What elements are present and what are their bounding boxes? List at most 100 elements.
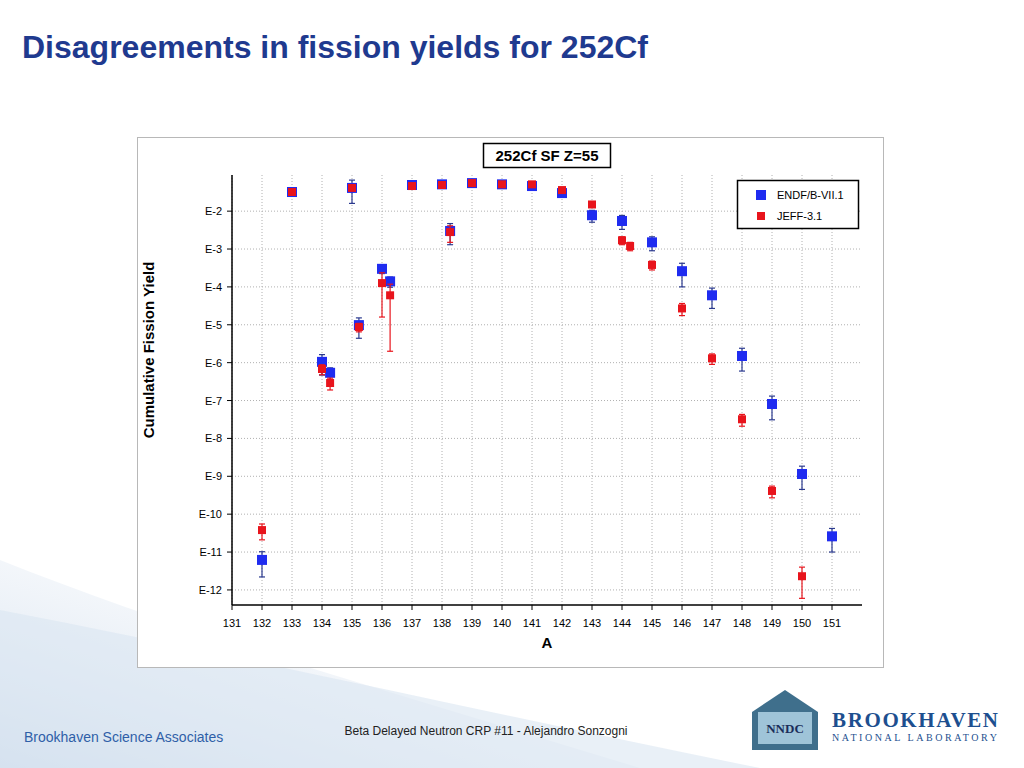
grid-line — [682, 175, 683, 605]
error-cap — [709, 287, 715, 288]
marker — [326, 379, 334, 387]
grid-line — [232, 286, 862, 287]
marker — [677, 266, 687, 276]
marker — [587, 210, 597, 220]
error-cap — [679, 315, 685, 316]
error-bar — [769, 486, 775, 498]
grid-line — [352, 175, 353, 605]
marker — [707, 290, 717, 300]
grid-line — [262, 175, 263, 605]
marker — [318, 365, 326, 373]
error-cap — [829, 551, 835, 552]
marker — [618, 236, 626, 244]
x-tick-label: 151 — [823, 617, 841, 629]
marker — [288, 188, 296, 196]
y-tick-label: E-5 — [205, 319, 222, 331]
grid-line — [742, 175, 743, 605]
marker — [258, 526, 266, 534]
marker — [648, 261, 656, 269]
x-tick-label: 141 — [523, 617, 541, 629]
error-cap — [649, 236, 655, 237]
background — [0, 0, 1024, 768]
error-cap — [739, 414, 745, 415]
x-tick-label: 148 — [733, 617, 751, 629]
error-cap — [447, 225, 453, 226]
y-tick-label: E-10 — [199, 508, 222, 520]
marker — [678, 304, 686, 312]
marker — [467, 178, 477, 188]
grid-line — [232, 249, 862, 250]
series — [257, 178, 837, 577]
error-cap — [649, 269, 655, 270]
error-bar — [387, 284, 393, 351]
marker — [468, 179, 476, 187]
error-cap — [739, 370, 745, 371]
error-cap — [447, 244, 453, 245]
marker — [377, 264, 387, 274]
y-tick-label: E-4 — [205, 281, 222, 293]
marker — [768, 487, 776, 495]
marker — [348, 184, 356, 192]
marker — [347, 183, 357, 193]
error-cap — [769, 486, 775, 487]
x-tick-label: 146 — [673, 617, 691, 629]
marker — [438, 181, 446, 189]
marker — [287, 187, 297, 197]
error-cap — [319, 374, 325, 375]
grid-line — [412, 175, 413, 605]
marker — [355, 323, 363, 331]
error-cap — [709, 364, 715, 365]
error-cap — [327, 389, 333, 390]
error-cap — [799, 489, 805, 490]
x-tick-label: 139 — [463, 617, 481, 629]
error-cap — [387, 284, 393, 285]
slide: Disagreements in fission yields for 252C… — [0, 0, 1024, 768]
marker — [558, 186, 566, 194]
marker — [437, 179, 447, 189]
marker — [325, 368, 335, 378]
grid-line — [382, 175, 383, 605]
error-bar — [627, 242, 633, 250]
error-cap — [679, 303, 685, 304]
error-bar — [259, 524, 265, 540]
x-tick-label: 145 — [643, 617, 661, 629]
grid-line — [232, 324, 862, 325]
x-tick-label: 132 — [253, 617, 271, 629]
grid-line — [292, 175, 293, 605]
error-cap — [739, 426, 745, 427]
marker — [617, 216, 627, 226]
error-cap — [379, 272, 385, 273]
error-cap — [259, 539, 265, 540]
error-cap — [739, 348, 745, 349]
error-cap — [356, 331, 362, 332]
error-cap — [649, 250, 655, 251]
error-bar — [709, 354, 715, 364]
y-tick-label: E-7 — [205, 395, 222, 407]
grid-line — [712, 175, 713, 605]
error-cap — [319, 374, 325, 375]
grid-line — [442, 175, 443, 605]
grid-line — [472, 175, 473, 605]
marker — [797, 469, 807, 479]
error-bar — [356, 323, 362, 332]
y-tick-label: E-11 — [200, 546, 222, 558]
x-tick-label: 150 — [793, 617, 811, 629]
x-tick-label: 142 — [553, 617, 571, 629]
y-tick-label: E-8 — [205, 432, 222, 444]
grid-line — [232, 175, 233, 605]
error-cap — [259, 576, 265, 577]
marker — [647, 237, 657, 247]
error-cap — [829, 528, 835, 529]
marker — [588, 200, 596, 208]
marker — [528, 180, 536, 188]
error-cap — [349, 203, 355, 204]
x-tick-label: 137 — [403, 617, 421, 629]
legend-label: ENDF/B-VII.1 — [777, 189, 844, 201]
grid-line — [802, 175, 803, 605]
chart-title-text: 252Cf SF Z=55 — [496, 147, 599, 164]
error-cap — [387, 351, 393, 352]
x-tick-label: 131 — [223, 617, 241, 629]
marker — [354, 320, 364, 330]
error-cap — [259, 551, 265, 552]
legend-marker — [756, 190, 766, 200]
